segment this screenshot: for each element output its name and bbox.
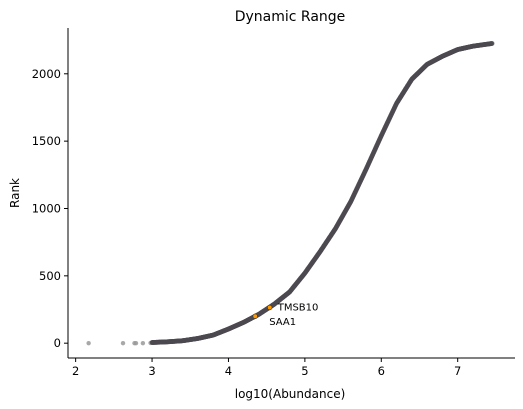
highlight-point: [267, 304, 273, 311]
outlier-point: [120, 340, 126, 346]
chart-title: Dynamic Range: [235, 9, 346, 25]
x-tick-label: 2: [72, 364, 79, 378]
highlight-layer: TMSB10 SAA1: [252, 302, 319, 328]
y-tick-label: 1500: [32, 134, 61, 148]
outlier-point: [140, 340, 146, 346]
y-ticks: 0 500 1000 1500 2000: [32, 67, 68, 350]
y-tick-label: 0: [54, 336, 61, 350]
points-layer: [86, 41, 495, 346]
x-tick-label: 3: [148, 364, 155, 378]
outlier-point: [86, 340, 91, 346]
highlight-label: SAA1: [269, 317, 296, 328]
x-tick-label: 6: [378, 364, 385, 378]
y-tick-label: 2000: [32, 67, 61, 81]
x-tick-label: 4: [225, 364, 232, 378]
y-axis-label: Rank: [8, 178, 22, 208]
x-axis-label: log10(Abundance): [235, 387, 346, 401]
y-tick-label: 500: [39, 269, 61, 283]
x-tick-label: 7: [454, 364, 461, 378]
x-tick-label: 5: [301, 364, 308, 378]
y-tick-label: 1000: [32, 201, 61, 215]
highlight-point: [252, 313, 258, 319]
data-point: [489, 41, 495, 46]
highlight-label: TMSB10: [277, 302, 319, 313]
x-ticks: 2 3 4 5 6 7: [72, 358, 461, 378]
axes: [67, 28, 515, 359]
outlier-point: [133, 340, 139, 346]
